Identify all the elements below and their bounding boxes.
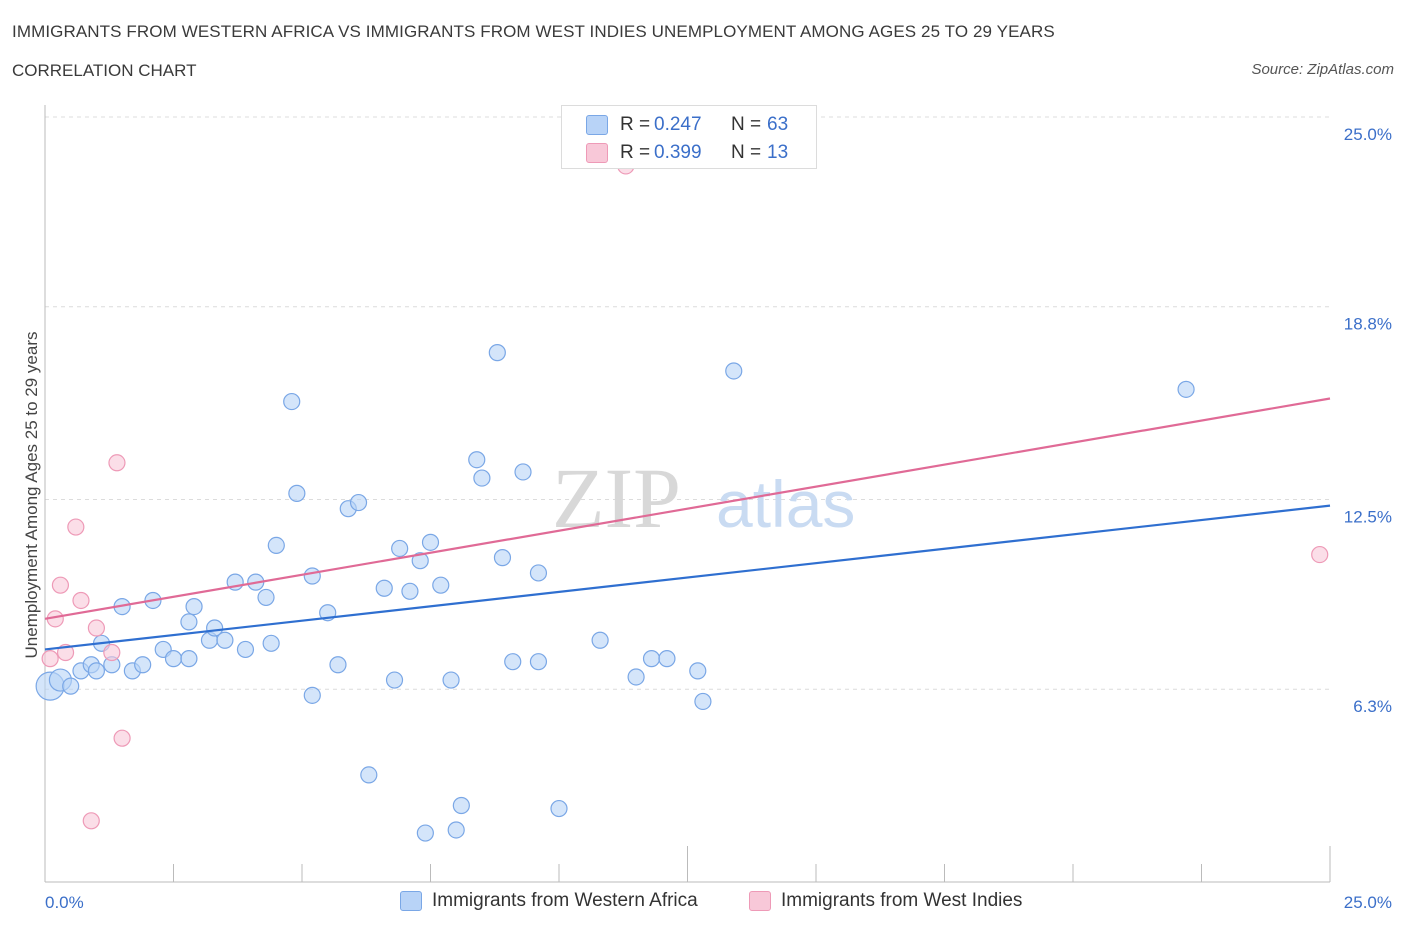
western-africa-point: [493, 549, 512, 567]
western-africa-point: [262, 634, 280, 652]
western-africa-point: [360, 766, 378, 784]
western-africa-point: [658, 650, 676, 668]
bottom-legend-swatch-pink: [749, 891, 771, 911]
source-credit: Source: ZipAtlas.com: [1251, 61, 1394, 78]
watermark-zip: ZIP: [552, 450, 681, 546]
western-africa-point: [62, 677, 80, 695]
western-africa-point: [216, 631, 234, 649]
western-africa-point: [391, 539, 409, 558]
western-africa-point: [180, 613, 198, 631]
legend-n-value: 13: [767, 142, 789, 163]
western-africa-point: [385, 671, 404, 689]
chart-title: IMMIGRANTS FROM WESTERN AFRICA VS IMMIGR…: [12, 22, 1055, 41]
west-indies-point: [67, 518, 85, 536]
western-africa-point: [401, 582, 419, 600]
tick-label-layer: 6.3% 12.5% 18.8% 25.0% 0.0% 25.0%: [45, 125, 1392, 912]
y-tick-label: 25.0%: [1344, 125, 1392, 144]
western-africa-point: [689, 662, 707, 680]
western-africa-point: [421, 533, 440, 551]
point-layer: [35, 157, 1329, 842]
western-africa-point: [642, 650, 661, 668]
y-tick-label: 12.5%: [1344, 508, 1392, 527]
grid-layer: [45, 116, 1330, 690]
western-africa-point: [473, 469, 491, 487]
legend-swatch-blue: [586, 115, 608, 135]
western-africa-point: [432, 576, 450, 594]
west-indies-point: [108, 454, 126, 472]
western-africa-point: [529, 653, 548, 671]
legend-swatch-pink: [586, 143, 608, 163]
legend-n-value: 63: [767, 114, 789, 135]
west-indies-point: [87, 619, 106, 637]
west-indies-point: [113, 729, 131, 747]
bottom-legend-swatch-blue: [400, 891, 422, 911]
west-indies-point: [72, 591, 90, 610]
legend-n-label: N =: [731, 142, 762, 163]
western-africa-point: [329, 656, 347, 674]
western-africa-point: [1177, 380, 1195, 398]
western-africa-point: [550, 799, 568, 818]
western-africa-trendline: [44, 504, 1331, 651]
western-africa-point: [442, 671, 460, 689]
western-africa-point: [134, 656, 152, 674]
western-africa-point: [303, 567, 321, 585]
western-africa-point: [87, 662, 106, 680]
western-africa-point: [185, 597, 203, 616]
y-tick-label: 18.8%: [1344, 315, 1392, 334]
correlation-legend: R = 0.247 N = 63 R = 0.399 N = 13: [561, 105, 817, 169]
west-indies-point: [103, 643, 121, 662]
western-africa-point: [303, 686, 321, 704]
chart-subtitle: CORRELATION CHART: [12, 61, 197, 80]
legend-n-label: N =: [731, 114, 762, 135]
y-axis-label: Unemployment Among Ages 25 to 29 years: [22, 332, 41, 659]
western-africa-point: [468, 451, 486, 469]
western-africa-point: [627, 668, 645, 686]
western-africa-point: [447, 821, 465, 839]
y-tick-label: 6.3%: [1353, 697, 1392, 716]
trend-layer: [44, 397, 1331, 651]
western-africa-point: [375, 579, 393, 597]
watermark: ZIP atlas: [552, 450, 855, 546]
western-africa-point: [529, 564, 548, 582]
legend-r-value: 0.399: [654, 142, 702, 163]
western-africa-point: [206, 619, 224, 637]
west-indies-trendline: [44, 397, 1331, 620]
western-africa-point: [514, 463, 532, 481]
west-indies-point: [41, 650, 59, 668]
western-africa-point: [349, 493, 368, 512]
western-africa-point: [694, 692, 712, 711]
western-africa-point: [257, 588, 275, 607]
west-indies-point: [1311, 545, 1329, 564]
watermark-atlas: atlas: [716, 467, 855, 541]
western-africa-point: [411, 552, 429, 570]
western-africa-point: [288, 484, 306, 502]
western-africa-point: [725, 362, 743, 380]
bottom-legend-label: Immigrants from Western Africa: [432, 890, 698, 911]
western-africa-point: [283, 392, 301, 411]
western-africa-point: [267, 536, 285, 555]
x-tick-label-max: 25.0%: [1344, 893, 1392, 912]
legend-r-value: 0.247: [654, 114, 702, 135]
west-indies-point: [51, 576, 70, 594]
western-africa-point: [504, 653, 522, 671]
western-africa-point: [488, 344, 506, 362]
western-africa-point: [591, 631, 609, 649]
x-tick-label-min: 0.0%: [45, 893, 84, 912]
western-africa-point: [236, 640, 255, 659]
western-africa-point: [164, 650, 183, 668]
west-indies-point: [82, 812, 100, 830]
legend-r-label: R =: [620, 114, 651, 135]
bottom-legend-label: Immigrants from West Indies: [781, 890, 1023, 911]
western-africa-point: [452, 796, 470, 815]
axis-layer: [44, 105, 1331, 883]
legend-r-label: R =: [620, 142, 651, 163]
western-africa-point: [416, 824, 434, 842]
western-africa-point: [180, 650, 198, 668]
